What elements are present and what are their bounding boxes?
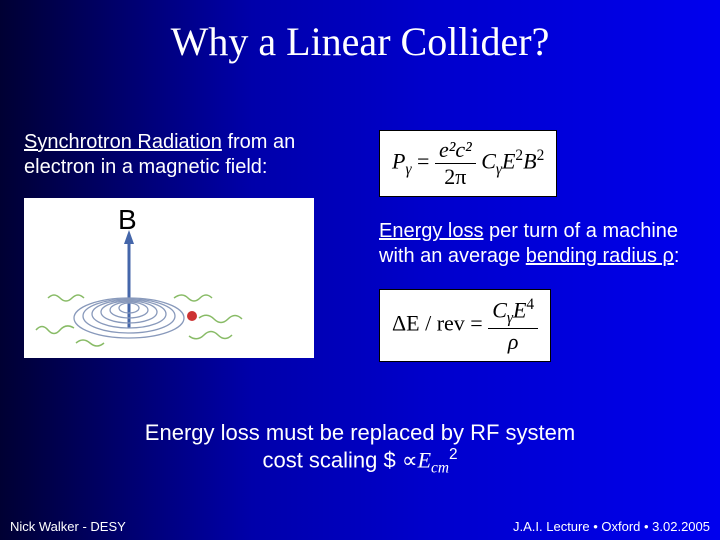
f1-c: C <box>481 149 496 174</box>
bottom-line2: cost scaling $ ∝Ecm2 <box>0 446 720 478</box>
energy-loss-underlined: Energy loss <box>379 220 484 242</box>
spiral-svg <box>24 198 314 358</box>
synchrotron-underlined: Synchrotron Radiation <box>24 131 222 153</box>
colon: : <box>674 245 680 267</box>
f2-lhs: ΔE / rev = <box>392 310 488 335</box>
slide-title: Why a Linear Collider? <box>0 0 720 65</box>
f2-e: E <box>513 297 526 322</box>
footer: Nick Walker - DESY J.A.I. Lecture • Oxfo… <box>10 519 710 534</box>
spiral-diagram: B <box>24 198 314 358</box>
energy-formula: ΔE / rev = CγE4ρ <box>379 289 551 362</box>
f1-num: e²c² <box>439 137 472 162</box>
f1-p: P <box>392 149 405 174</box>
bottom-text: Energy loss must be replaced by RF syste… <box>0 420 720 479</box>
f1-bsup: 2 <box>537 147 545 164</box>
bottom-line1: Energy loss must be replaced by RF syste… <box>0 420 720 446</box>
synchrotron-text: Synchrotron Radiation from an electron i… <box>24 130 354 180</box>
footer-right: J.A.I. Lecture • Oxford • 3.02.2005 <box>513 519 710 534</box>
power-formula: Pγ = e²c²2π CγE2B2 <box>379 130 557 197</box>
electron-dot <box>187 311 197 321</box>
ecm-e: E <box>418 448 431 473</box>
f1-e: E <box>502 149 515 174</box>
f1-den: 2π <box>435 164 476 190</box>
ecm-sub: cm <box>431 460 449 477</box>
left-column: Synchrotron Radiation from an electron i… <box>24 130 354 358</box>
f2-c: C <box>492 297 507 322</box>
b-field-label: B <box>118 204 137 236</box>
f1-esup: 2 <box>515 147 523 164</box>
f2-sup: 4 <box>526 296 534 313</box>
f1-b: B <box>523 149 536 174</box>
ecm-sup: 2 <box>449 446 458 463</box>
bending-radius: bending radius ρ <box>526 245 674 267</box>
f1-eq: = <box>412 149 435 174</box>
f2-den: ρ <box>488 329 538 355</box>
footer-left: Nick Walker - DESY <box>10 519 126 534</box>
cost-scaling: cost scaling $ ∝ <box>262 448 417 473</box>
right-column: Pγ = e²c²2π CγE2B2 Energy loss per turn … <box>379 130 699 362</box>
energy-loss-text: Energy loss per turn of a machine with a… <box>379 219 699 269</box>
